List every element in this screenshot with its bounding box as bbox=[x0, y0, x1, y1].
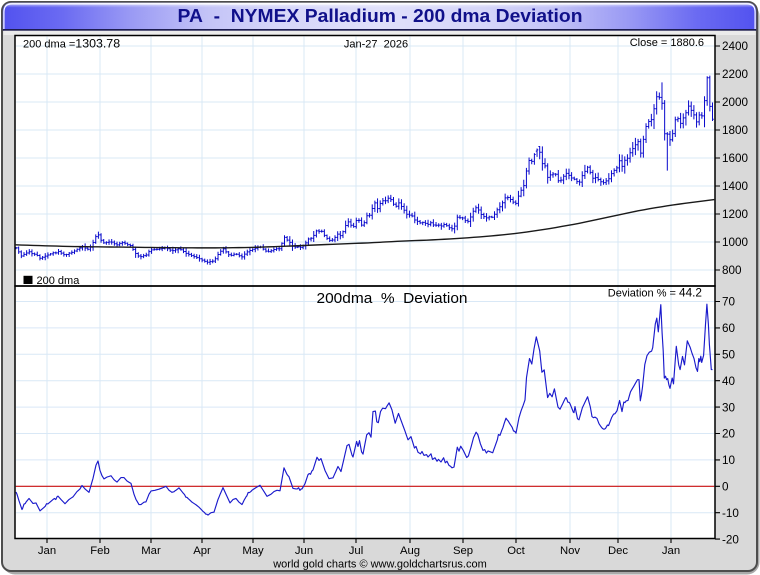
svg-text:200dma % Deviation: 200dma % Deviation bbox=[317, 291, 468, 307]
svg-text:2000: 2000 bbox=[722, 96, 749, 109]
svg-text:800: 800 bbox=[722, 264, 742, 277]
svg-text:-10: -10 bbox=[722, 507, 739, 520]
svg-text:1200: 1200 bbox=[722, 208, 749, 221]
svg-text:Jan-27 2026: Jan-27 2026 bbox=[344, 39, 408, 51]
svg-text:Mar: Mar bbox=[141, 545, 161, 557]
svg-text:0: 0 bbox=[722, 481, 729, 494]
svg-text:20: 20 bbox=[722, 428, 736, 441]
svg-text:2400: 2400 bbox=[722, 40, 749, 53]
svg-text:1600: 1600 bbox=[722, 152, 749, 165]
svg-text:1800: 1800 bbox=[722, 124, 749, 137]
svg-text:1000: 1000 bbox=[722, 236, 749, 249]
svg-text:Feb: Feb bbox=[90, 545, 109, 557]
svg-text:Aug: Aug bbox=[400, 545, 420, 557]
svg-text:world gold charts © www.goldch: world gold charts © www.goldchartsrus.co… bbox=[272, 559, 487, 571]
svg-text:30: 30 bbox=[722, 401, 736, 414]
svg-text:Jan: Jan bbox=[38, 545, 56, 557]
svg-text:-20: -20 bbox=[722, 533, 739, 546]
svg-text:Jul: Jul bbox=[349, 545, 363, 557]
svg-text:50: 50 bbox=[722, 349, 736, 362]
svg-text:Oct: Oct bbox=[507, 545, 525, 557]
svg-text:May: May bbox=[242, 545, 264, 557]
svg-text:60: 60 bbox=[722, 322, 736, 335]
svg-text:Jun: Jun bbox=[295, 545, 313, 557]
svg-text:1400: 1400 bbox=[722, 180, 749, 193]
svg-text:Jan: Jan bbox=[662, 545, 680, 557]
svg-text:Deviation % = 44.2: Deviation % = 44.2 bbox=[608, 286, 702, 300]
svg-text:Apr: Apr bbox=[193, 545, 211, 557]
svg-text:200 dma: 200 dma bbox=[37, 275, 81, 287]
svg-text:40: 40 bbox=[722, 375, 736, 388]
svg-text:2200: 2200 bbox=[722, 68, 749, 81]
svg-text:70: 70 bbox=[722, 296, 736, 309]
svg-text:Nov: Nov bbox=[560, 545, 580, 557]
svg-text:Sep: Sep bbox=[453, 545, 473, 557]
svg-text:10: 10 bbox=[722, 454, 736, 467]
svg-text:Close = 1880.6: Close = 1880.6 bbox=[630, 37, 704, 49]
svg-text:200 dma =1303.78: 200 dma =1303.78 bbox=[23, 37, 120, 51]
svg-text:PA - NYMEX Palladium - 200 d: PA - NYMEX Palladium - 200 dma Deviation bbox=[178, 5, 583, 26]
svg-text:Dec: Dec bbox=[608, 545, 628, 557]
